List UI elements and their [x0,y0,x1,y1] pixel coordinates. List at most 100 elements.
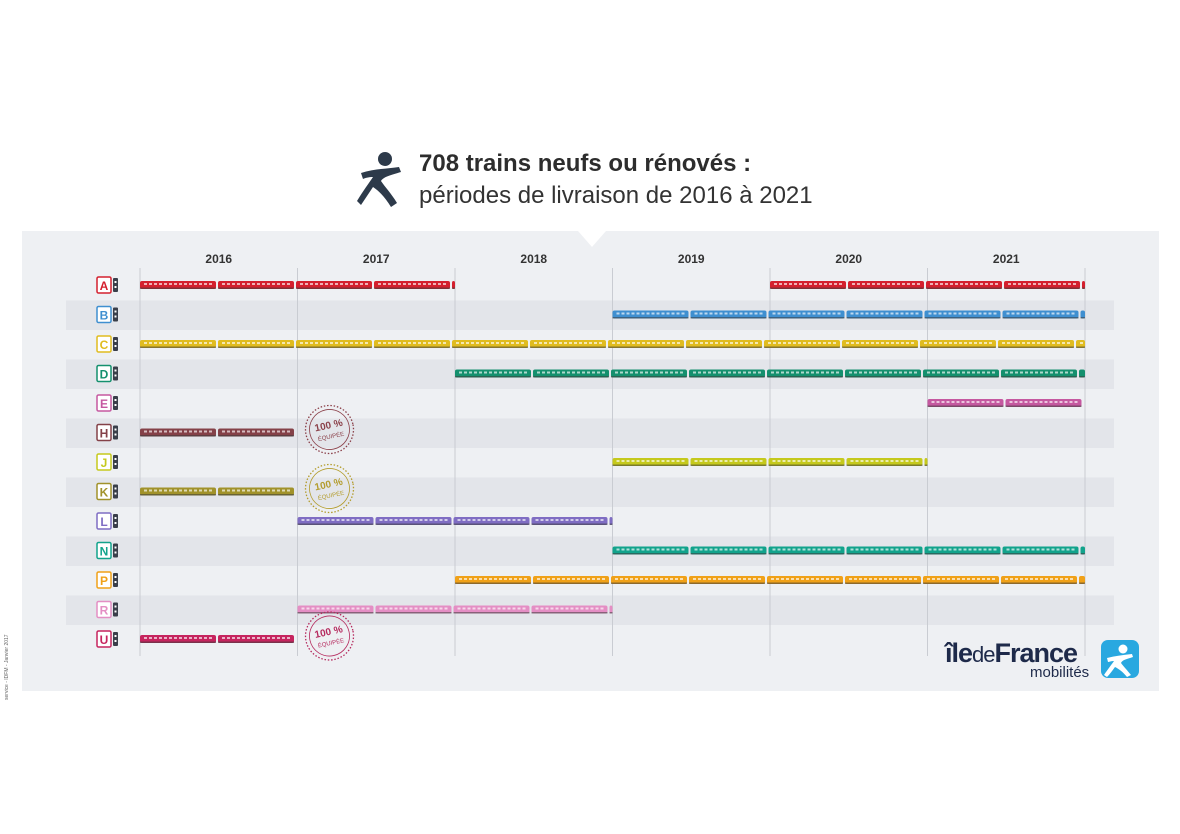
train-window [759,312,763,315]
train-window [931,401,935,403]
train-window [906,342,909,344]
train-window [809,283,812,285]
train-window [514,371,517,374]
train-icon-window [114,458,117,460]
train-window [1037,342,1040,344]
train-window [179,637,182,639]
line-badge-b: B [96,305,118,324]
train-window [144,342,147,344]
train-car-skirt [845,376,921,378]
train-window [877,283,880,285]
train-car-skirt [611,376,687,378]
train-window [169,430,172,433]
train-window [366,607,370,610]
train-window [806,371,809,374]
line-badge-u: U [96,630,118,648]
train-window [1071,548,1075,551]
train-window [519,371,522,374]
train-window [703,578,706,580]
train-window [482,607,486,610]
train-window [617,342,620,344]
train-window [676,548,680,551]
train-window [1068,283,1071,285]
train-window [777,548,781,551]
train-window [252,430,255,433]
train-window [837,548,841,551]
train-window [350,283,353,285]
train-window [723,371,726,374]
train-window [227,283,230,285]
stamp-inner-ring [309,409,350,450]
train-window [758,578,761,580]
train-window [911,342,914,344]
train-window [879,371,882,374]
train-car-skirt [1005,405,1082,407]
train-window [817,548,821,551]
train-window [907,283,910,285]
train-window [325,283,328,285]
train-icon-window [114,428,117,431]
train-window [641,460,645,462]
train-window [681,460,685,462]
train-window [540,607,544,610]
line-badge-d: D [96,364,118,383]
train-window [1040,371,1043,374]
train-window [184,283,187,285]
train-window [655,371,658,374]
train-window [232,430,235,433]
train-window [729,460,733,462]
train-window [552,371,555,374]
train-window [791,578,794,580]
train-window [336,519,340,521]
train-window [859,371,862,374]
train-window [966,401,970,403]
train-window [729,548,733,551]
train-window [403,283,406,285]
train-icon-window [114,551,117,554]
train-window [159,430,162,433]
train-window [940,283,943,285]
train-window [1057,342,1060,344]
year-label: 2018 [520,252,547,266]
line-badge-label: U [100,633,109,647]
train-window [937,578,940,580]
train-window [1046,312,1050,315]
train-window [222,342,225,344]
train-bar-r [297,605,613,614]
train-window [621,460,625,462]
train-car-skirt [924,464,928,466]
train-window [545,607,549,610]
train-window [676,312,680,315]
train-window [550,607,554,610]
train-window [379,607,383,610]
train-window [791,371,794,374]
train-window [889,371,892,374]
train-window [394,519,398,521]
train-window [928,312,932,315]
train-window [194,489,197,492]
train-window [247,430,250,433]
train-window [482,519,486,521]
train-window [983,548,987,551]
train-window [990,283,993,285]
train-window [724,460,728,462]
train-window [636,548,640,551]
train-window [209,430,212,433]
train-car-skirt [533,376,609,378]
train-window [584,342,587,344]
train-window [247,489,250,492]
train-window [833,342,836,344]
train-window [937,371,940,374]
train-window [850,460,854,462]
train-window [700,342,703,344]
train-window [660,578,663,580]
train-window [282,489,285,492]
train-window [433,342,436,344]
train-window [501,342,504,344]
train-window [438,283,441,285]
train-window [413,342,416,344]
train-window [472,607,476,610]
train-window [879,578,882,580]
train-window [443,283,446,285]
train-window [462,607,466,610]
